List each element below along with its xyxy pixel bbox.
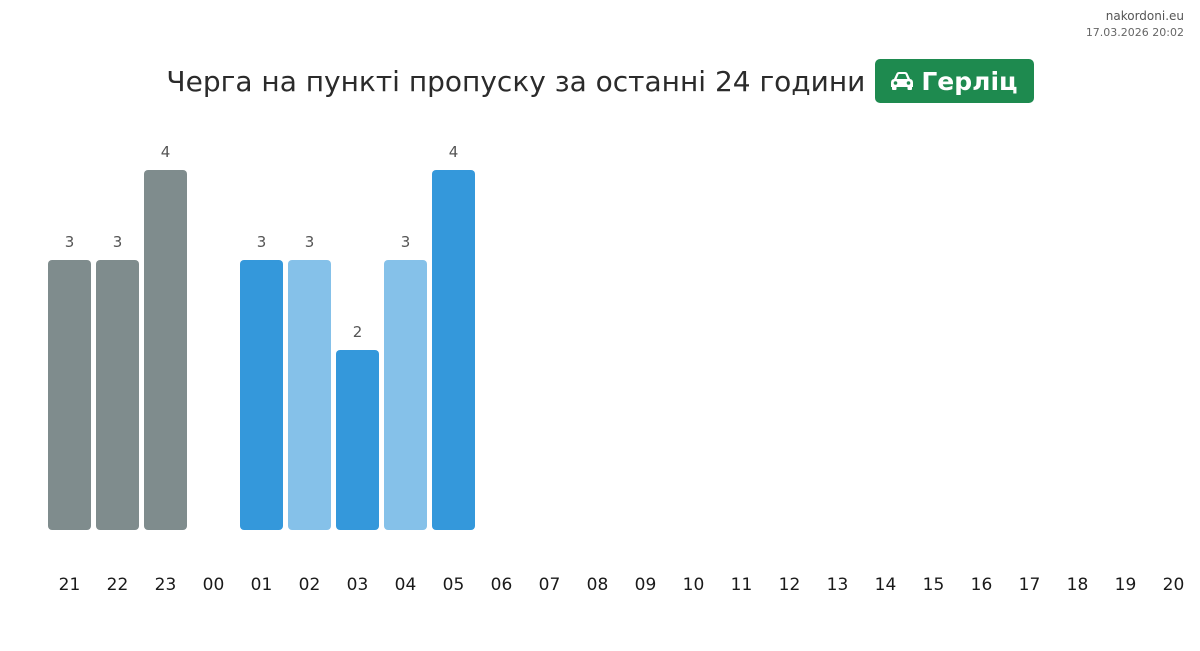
bar-22 — [96, 260, 139, 530]
bar-23 — [144, 170, 187, 530]
x-tick-label-02: 02 — [299, 575, 321, 595]
title-row: Черга на пункті пропуску за останні 24 г… — [0, 59, 1200, 103]
car-icon — [891, 72, 914, 90]
bar-value-label-23: 4 — [161, 143, 171, 161]
x-tick-label-21: 21 — [59, 575, 81, 595]
x-tick-label-06: 06 — [491, 575, 513, 595]
x-tick-label-14: 14 — [875, 575, 897, 595]
site-name: nakordoni.eu — [1105, 9, 1184, 23]
x-tick-label-23: 23 — [155, 575, 177, 595]
x-tick-label-22: 22 — [107, 575, 129, 595]
checkpoint-name: Герліц — [921, 66, 1018, 96]
x-tick-label-15: 15 — [923, 575, 945, 595]
bar-value-label-01: 3 — [257, 233, 267, 251]
x-tick-label-10: 10 — [683, 575, 705, 595]
bar-value-label-04: 3 — [401, 233, 411, 251]
x-tick-label-13: 13 — [827, 575, 849, 595]
bar-value-label-02: 3 — [305, 233, 315, 251]
bar-05 — [432, 170, 475, 530]
x-tick-label-20: 20 — [1163, 575, 1185, 595]
bar-04 — [384, 260, 427, 530]
x-tick-label-09: 09 — [635, 575, 657, 595]
bar-21 — [48, 260, 91, 530]
x-tick-label-07: 07 — [539, 575, 561, 595]
x-tick-label-03: 03 — [347, 575, 369, 595]
x-tick-label-04: 04 — [395, 575, 417, 595]
bar-value-label-03: 2 — [353, 323, 363, 341]
timestamp: 17.03.2026 20:02 — [1085, 26, 1184, 39]
bar-value-label-05: 4 — [449, 143, 459, 161]
x-tick-label-05: 05 — [443, 575, 465, 595]
x-tick-label-01: 01 — [251, 575, 273, 595]
x-tick-label-12: 12 — [779, 575, 801, 595]
bar-value-label-21: 3 — [65, 233, 75, 251]
x-tick-label-16: 16 — [971, 575, 993, 595]
bar-value-label-22: 3 — [113, 233, 123, 251]
x-tick-label-08: 08 — [587, 575, 609, 595]
bar-03 — [336, 350, 379, 530]
x-tick-label-00: 00 — [203, 575, 225, 595]
x-tick-label-19: 19 — [1115, 575, 1137, 595]
bar-02 — [288, 260, 331, 530]
x-tick-label-11: 11 — [731, 575, 753, 595]
x-tick-label-17: 17 — [1019, 575, 1041, 595]
checkpoint-badge: Герліц — [875, 59, 1034, 103]
bar-01 — [240, 260, 283, 530]
chart-title: Черга на пункті пропуску за останні 24 г… — [166, 64, 866, 98]
x-tick-label-18: 18 — [1067, 575, 1089, 595]
